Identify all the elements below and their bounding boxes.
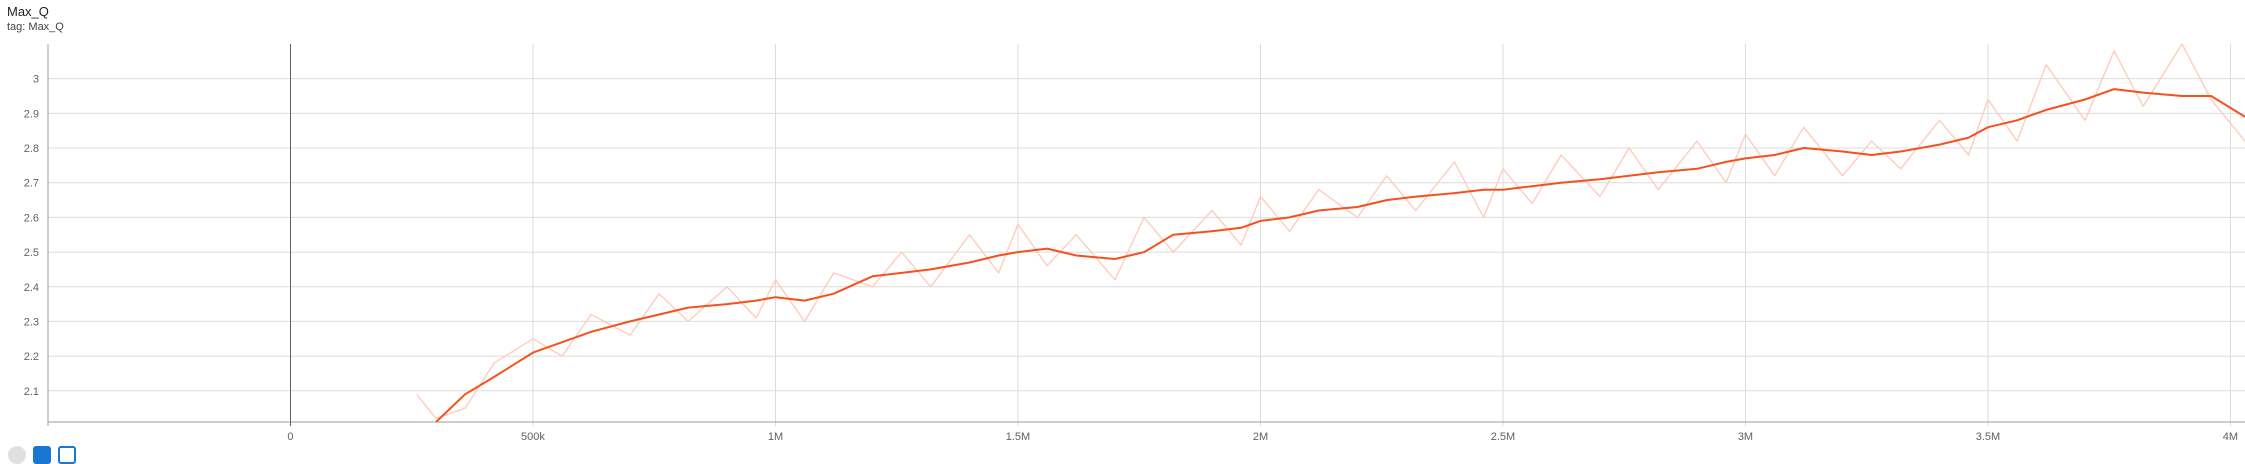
y-tick-label: 2.5: [24, 247, 39, 259]
x-tick-label: 0: [287, 431, 293, 443]
x-tick-labels: 0 500k 1M 1.5M 2M 2.5M 3M 3.5M 4M: [287, 431, 2238, 443]
raw-series-line: [416, 43, 2245, 420]
smoothed-series-line: [435, 88, 2245, 423]
x-tick-label: 3.5M: [1976, 431, 2000, 443]
x-tick-label: 4M: [2223, 431, 2238, 443]
x-tick-label: 3M: [1738, 431, 1753, 443]
max-q-line-chart[interactable]: 0 500k 1M 1.5M 2M 2.5M 3M 3.5M 4M 2.12.22.32.42.…: [0, 0, 2245, 445]
y-tick-label: 2.3: [24, 316, 39, 328]
x-tick-label: 1M: [768, 431, 783, 443]
y-tick-labels: 2.1 2.2 2.3 2.4 2.5 2.6 2.7 2.8 2.9 3: [24, 74, 39, 398]
y-tick-label: 2.1: [24, 386, 39, 398]
fit-domain-icon[interactable]: [8, 446, 26, 464]
chart-tag-subtitle: tag: Max_Q: [7, 21, 64, 33]
y-tick-label: 2.2: [24, 351, 39, 363]
x-tick-label: 2M: [1253, 431, 1268, 443]
y-tick-label: 2.7: [24, 178, 39, 190]
toggle-log-scale-icon[interactable]: [33, 446, 51, 464]
chart-title: Max_Q: [7, 4, 49, 19]
series-layer: [416, 43, 2245, 423]
x-tick-label: 1.5M: [1006, 431, 1030, 443]
x-tick-label: 500k: [521, 431, 545, 443]
x-gridlines: [289, 44, 2231, 426]
expand-chart-icon[interactable]: [58, 446, 76, 464]
chart-toolbar: [8, 446, 76, 464]
y-gridlines: [48, 78, 2245, 392]
x-tick-label: 2.5M: [1491, 431, 1515, 443]
y-tick-label: 3: [33, 74, 39, 86]
y-tick-label: 2.4: [24, 282, 39, 294]
y-tick-label: 2.8: [24, 143, 39, 155]
y-tick-label: 2.6: [24, 212, 39, 224]
y-tick-label: 2.9: [24, 108, 39, 120]
